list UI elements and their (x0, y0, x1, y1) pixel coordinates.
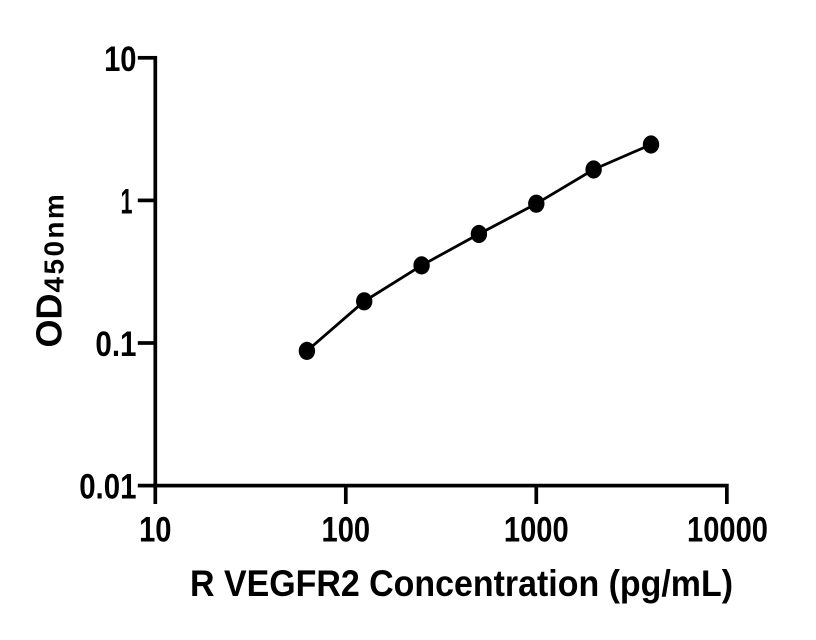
svg-text:100: 100 (322, 511, 371, 550)
svg-text:1000: 1000 (504, 511, 569, 550)
svg-text:OD: OD (29, 294, 70, 348)
svg-text:10: 10 (104, 40, 136, 79)
svg-text:0.01: 0.01 (79, 468, 136, 507)
svg-text:1: 1 (121, 183, 133, 222)
svg-text:0.1: 0.1 (95, 325, 136, 364)
svg-text:10: 10 (139, 511, 171, 550)
svg-text:R VEGFR2 Concentration (pg/mL): R VEGFR2 Concentration (pg/mL) (190, 563, 733, 604)
svg-text:10000: 10000 (687, 511, 768, 550)
svg-text:450nm: 450nm (39, 192, 70, 293)
